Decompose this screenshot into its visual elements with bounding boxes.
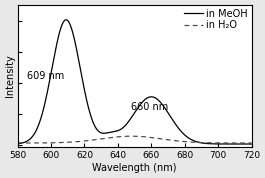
Legend: in MeOH, in H₂O: in MeOH, in H₂O <box>183 8 249 31</box>
Text: 609 nm: 609 nm <box>27 71 65 81</box>
in H₂O <box>243 142 246 144</box>
in MeOH <box>250 143 253 145</box>
in H₂O <box>28 142 31 144</box>
in H₂O <box>243 142 246 144</box>
in MeOH <box>243 143 246 145</box>
in MeOH <box>16 143 19 145</box>
in MeOH <box>130 116 133 118</box>
Line: in H₂O: in H₂O <box>18 136 251 143</box>
in H₂O <box>130 135 133 137</box>
in MeOH <box>200 142 204 144</box>
Line: in MeOH: in MeOH <box>18 20 251 144</box>
Y-axis label: Intensity: Intensity <box>5 54 15 97</box>
Text: 660 nm: 660 nm <box>131 102 169 112</box>
in H₂O <box>130 135 133 137</box>
in MeOH <box>64 19 68 21</box>
in MeOH <box>124 124 127 127</box>
in H₂O <box>16 142 19 144</box>
in MeOH <box>243 143 246 145</box>
in H₂O <box>123 135 127 137</box>
in H₂O <box>250 142 253 144</box>
X-axis label: Wavelength (nm): Wavelength (nm) <box>92 163 177 173</box>
in H₂O <box>200 142 204 144</box>
in MeOH <box>28 138 31 140</box>
